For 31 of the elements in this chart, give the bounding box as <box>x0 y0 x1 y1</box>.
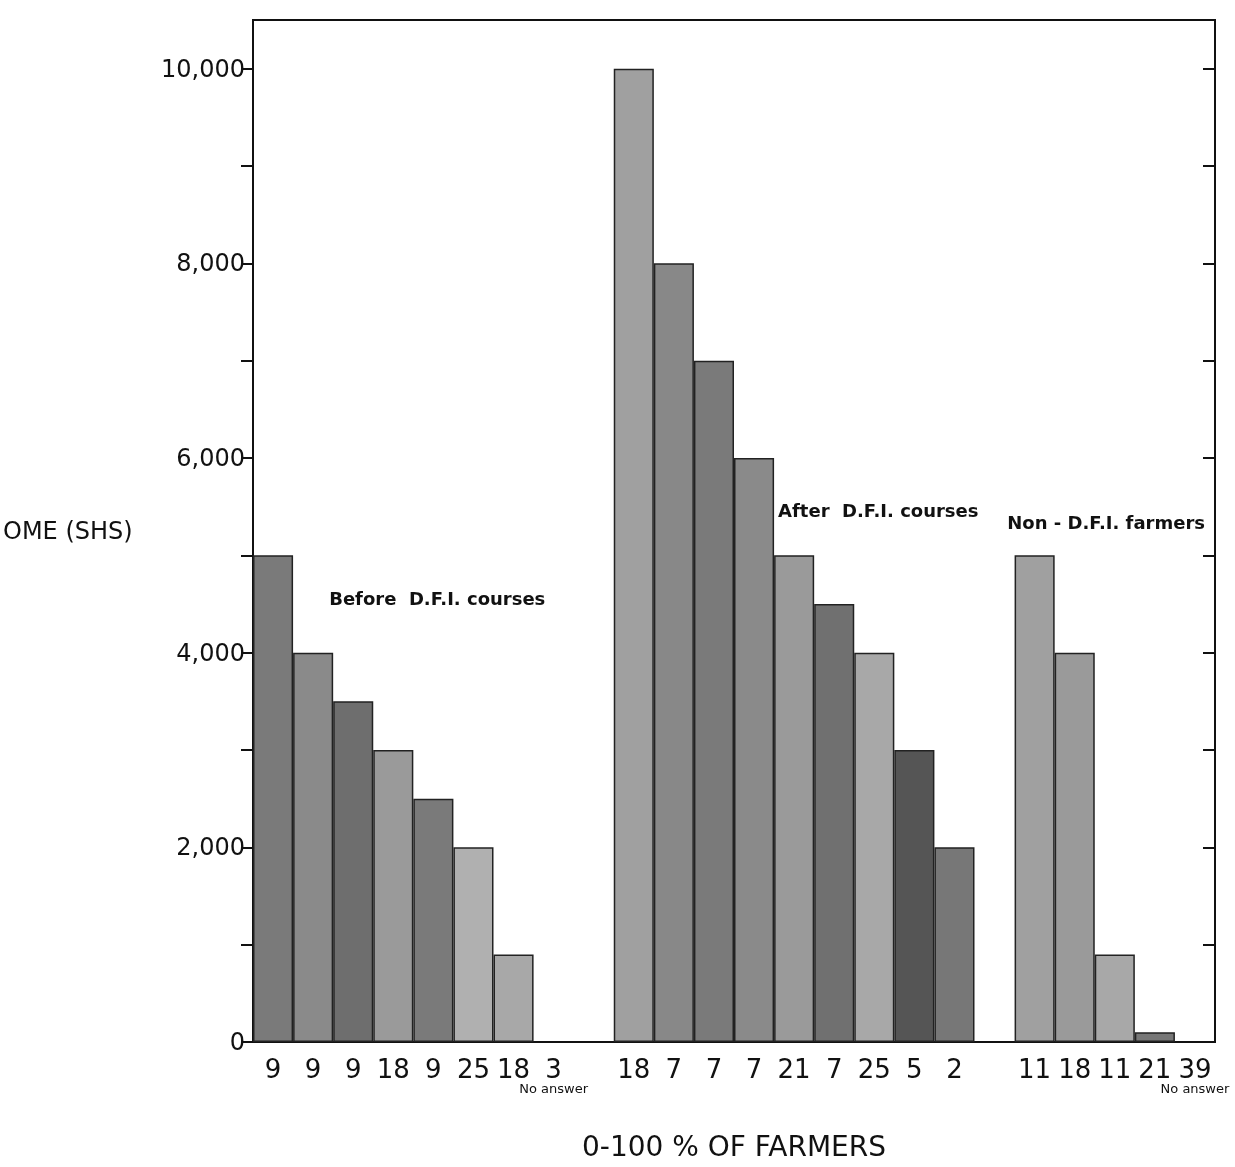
x-tick-label: 11 <box>1098 1054 1132 1084</box>
x-tick-label: 18 <box>376 1054 410 1084</box>
y-axis-title: OME (SHS) <box>3 517 133 545</box>
x-tick-label: 11 <box>1018 1054 1052 1084</box>
x-tick-label: 7 <box>665 1054 683 1084</box>
annotation: Before D.F.I. courses <box>329 587 546 609</box>
x-tick-label: 7 <box>745 1054 763 1084</box>
x-tick-label: 18 <box>617 1054 651 1084</box>
x-tick-label: 2 <box>946 1054 963 1084</box>
y-tick-label: 8,000 <box>176 249 245 278</box>
x-tick-label: 9 <box>425 1054 442 1084</box>
y-tick-label: 0 <box>229 1028 245 1056</box>
x-tick-label: 7 <box>705 1054 723 1084</box>
x-tick-label: 21 <box>1138 1054 1172 1084</box>
x-tick-label: 5 <box>906 1054 923 1084</box>
annotation: After D.F.I. courses <box>778 500 979 522</box>
x-axis-title: 0-100 % OF FARMERS <box>581 1129 887 1163</box>
x-tick-label: 21 <box>777 1054 811 1084</box>
y-tick-label: 4,000 <box>176 638 245 667</box>
y-tick-label: 10,000 <box>161 54 245 83</box>
x-tick-label: 9 <box>264 1054 282 1084</box>
x-tick-label: 18 <box>1058 1054 1092 1084</box>
x-tick-label: 9 <box>344 1054 362 1084</box>
x-tick-label: 9 <box>304 1054 322 1084</box>
y-tick-label: 6,000 <box>176 444 245 472</box>
x-tick-label: 7 <box>825 1054 843 1084</box>
x-tick-label: 25 <box>857 1054 891 1084</box>
x-tick-label: 18 <box>496 1054 531 1084</box>
y-tick-label: 2,000 <box>176 833 245 862</box>
annotation: Non - D.F.I. farmers <box>1007 511 1206 533</box>
x-tick-label: 25 <box>456 1054 491 1084</box>
